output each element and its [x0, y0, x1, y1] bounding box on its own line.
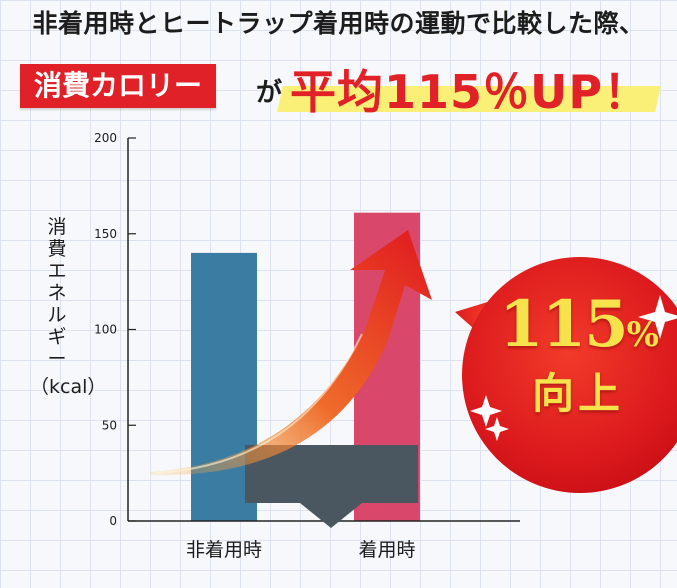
badge-caption: 向上 — [531, 369, 624, 418]
y-axis-label-char: エ — [47, 260, 67, 282]
subhead-result: 平均115％UP！ — [290, 65, 651, 119]
y-axis-unit: （kcal） — [30, 376, 107, 398]
badge-unit: % — [626, 315, 659, 355]
y-axis-label: 消 費 エ ネ ル ギ ー （kcal） — [30, 216, 107, 399]
y-tick-label: 100 — [94, 323, 117, 337]
sparkles — [470, 295, 677, 441]
y-tick-label: 50 — [102, 418, 117, 432]
y-tick-label: 200 — [94, 131, 117, 145]
badge-number: 115 — [499, 287, 629, 362]
badge-bubble — [455, 257, 677, 493]
x-tick-label: 非着用時 — [186, 539, 262, 561]
y-axis-label-char: 消 — [47, 216, 67, 238]
ticks-layer: 0 50 100 150 200 — [94, 131, 136, 528]
badge-text: 115% 向上 — [478, 290, 677, 418]
y-axis-label-char: ネ — [47, 282, 67, 304]
badge-value: 115% — [478, 290, 677, 370]
y-axis-label-char: ル — [47, 304, 67, 326]
y-tick-label: 0 — [109, 514, 117, 528]
subhead-label: 消費カロリー — [20, 64, 217, 108]
sparkle-icon — [470, 395, 502, 427]
sparkle-icon — [638, 295, 677, 339]
y-tick-label: 150 — [94, 227, 117, 241]
headline: 非着用時とヒートラップ着用時の運動で比較した際、 — [32, 9, 645, 38]
subhead: 消費カロリー が 平均115％UP！ — [12, 58, 672, 119]
y-axis-label-char: 費 — [47, 238, 67, 260]
rising-arrow — [150, 230, 432, 476]
sparkle-icon — [485, 417, 509, 441]
y-axis-label-char: ギ — [47, 326, 67, 348]
subhead-connector: が — [256, 78, 283, 108]
x-tick-label: 着用時 — [358, 539, 415, 561]
y-axis-label-char: ー — [47, 348, 67, 370]
